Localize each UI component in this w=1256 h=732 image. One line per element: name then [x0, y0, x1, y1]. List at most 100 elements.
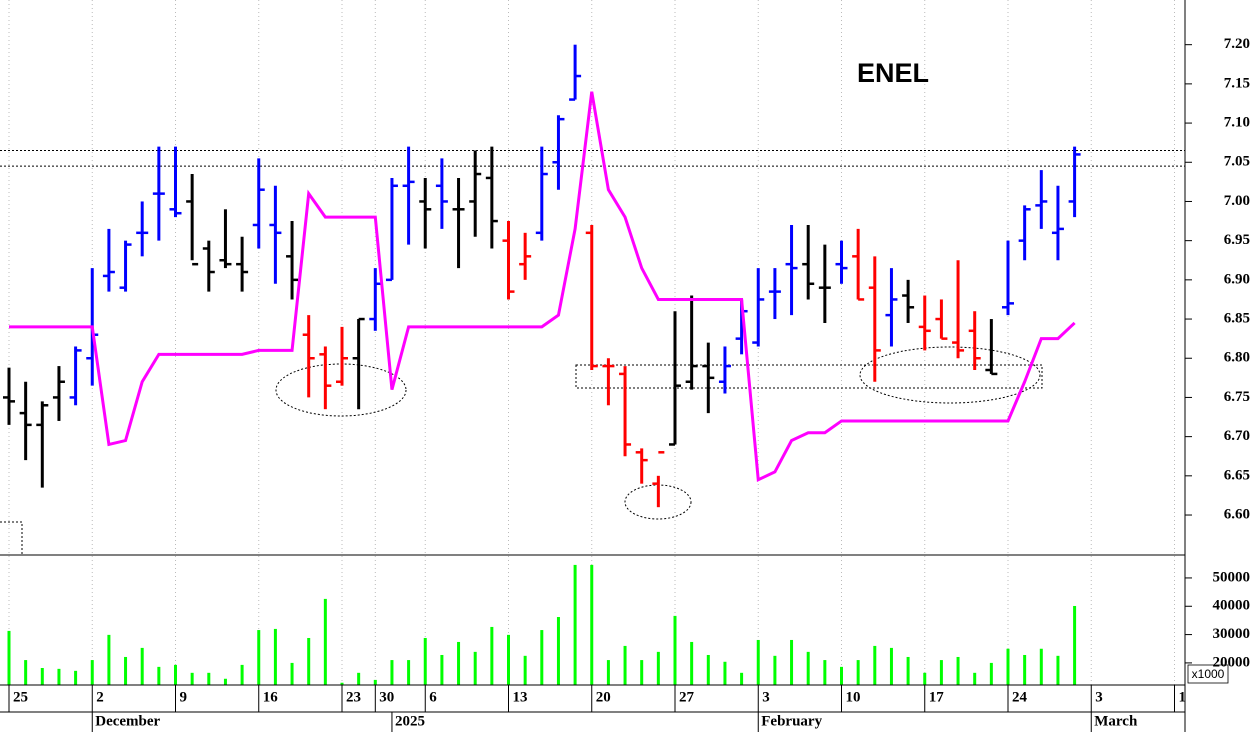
volume-bar — [157, 666, 161, 685]
y-tick-label: 6.60 — [1224, 506, 1250, 522]
volume-bar — [756, 639, 760, 685]
volume-bar — [923, 672, 927, 685]
x-tick-label: 10 — [846, 689, 861, 705]
volume-bar — [856, 660, 860, 685]
volume-bar — [790, 639, 794, 685]
x-tick-label: 24 — [1012, 689, 1028, 705]
x-tick-label: 3 — [762, 689, 770, 705]
x-tick-label: 23 — [346, 689, 361, 705]
x-tick-label: 16 — [263, 689, 279, 705]
volume-bar — [640, 660, 644, 685]
volume-bar — [407, 660, 411, 685]
volume-bar — [823, 660, 827, 685]
volume-bar — [989, 662, 993, 685]
volume-bar — [174, 664, 177, 685]
volume-bar — [57, 668, 61, 685]
x-tick-label: 13 — [513, 689, 528, 705]
y-tick-label: 7.10 — [1224, 115, 1250, 131]
volume-tick-label: 30000 — [1213, 626, 1251, 642]
volume-bar — [656, 651, 660, 685]
volume-bar — [373, 679, 377, 685]
volume-bar — [706, 654, 710, 685]
x-tick-label: 1 — [1179, 689, 1187, 705]
volume-bar — [423, 637, 427, 685]
volume-bar — [457, 641, 461, 685]
x-tick-label: 3 — [1095, 689, 1103, 705]
annotation-ellipse — [275, 363, 407, 417]
chart-title: ENEL — [857, 58, 929, 88]
annotation-ellipse — [859, 346, 1041, 404]
plot — [0, 44, 1185, 685]
volume-bar — [573, 564, 577, 685]
volume-bar — [473, 651, 477, 685]
volume-bar — [390, 660, 394, 685]
x-tick-label: 27 — [679, 689, 695, 705]
volume-bar — [523, 655, 527, 685]
volume-tick-label: 50000 — [1213, 569, 1251, 585]
x-tick-label: 30 — [379, 689, 394, 705]
volume-bar — [223, 678, 227, 685]
x-tick-label: 2 — [96, 689, 104, 705]
x-tick-label: 17 — [929, 689, 945, 705]
month-label: December — [95, 713, 160, 729]
y-tick-label: 7.20 — [1224, 36, 1250, 52]
volume-bar — [24, 660, 28, 685]
volume-bar — [973, 672, 977, 685]
x-tick-label: 6 — [429, 689, 437, 705]
volume-bar — [74, 670, 78, 685]
volume-bar — [257, 630, 261, 685]
volume-bar — [956, 656, 960, 685]
volume-bar — [507, 634, 510, 685]
y-tick-label: 6.95 — [1224, 232, 1250, 248]
volume-bar — [240, 664, 244, 685]
month-label: 2025 — [395, 713, 425, 729]
y-tick-label: 6.65 — [1224, 467, 1250, 483]
volume-bar — [273, 628, 277, 685]
x-tick-label: 9 — [180, 689, 188, 705]
y-tick-label: 7.05 — [1224, 154, 1250, 170]
volume-bar — [357, 672, 361, 685]
month-label: March — [1094, 713, 1138, 729]
annotation-box — [0, 521, 23, 555]
volume-bar — [290, 662, 294, 685]
volume-bar — [673, 615, 677, 685]
volume-bar — [590, 564, 594, 685]
y-tick-label: 6.80 — [1224, 350, 1250, 366]
volume-bar — [7, 630, 11, 685]
volume-bar — [606, 660, 610, 685]
x-tick-label: 20 — [596, 689, 611, 705]
volume-bar — [340, 682, 344, 685]
annotation-box — [575, 364, 1043, 389]
volume-bar — [323, 598, 327, 685]
volume-bar — [107, 634, 111, 685]
unit-box — [1187, 664, 1229, 684]
volume-bar — [1056, 655, 1060, 685]
volume-bar — [1039, 648, 1043, 685]
y-tick-label: 6.70 — [1224, 428, 1250, 444]
volume-bar — [190, 672, 194, 685]
volume-bar — [124, 656, 128, 685]
volume-tick-label: 40000 — [1213, 598, 1251, 614]
volume-bar — [307, 637, 311, 685]
volume-bar — [40, 668, 44, 685]
volume-bar — [207, 672, 211, 685]
volume-bar — [840, 666, 843, 685]
volume-bar — [939, 660, 943, 685]
volume-bar — [873, 645, 877, 685]
y-tick-label: 7.00 — [1224, 193, 1250, 209]
volume-bar — [90, 660, 94, 685]
x-tick-label: 25 — [13, 689, 28, 705]
volume-bar — [440, 654, 444, 685]
volume-bar — [556, 617, 560, 685]
y-tick-label: 7.15 — [1224, 75, 1250, 91]
volume-bar — [490, 626, 494, 685]
volume-bar — [723, 661, 727, 685]
unit-label: x1000 — [1192, 667, 1225, 681]
volume-bar — [889, 647, 893, 685]
volume-bar — [690, 641, 694, 685]
volume-bar — [1023, 654, 1027, 685]
volume-bar — [1006, 648, 1010, 685]
y-tick-label: 6.75 — [1224, 389, 1250, 405]
